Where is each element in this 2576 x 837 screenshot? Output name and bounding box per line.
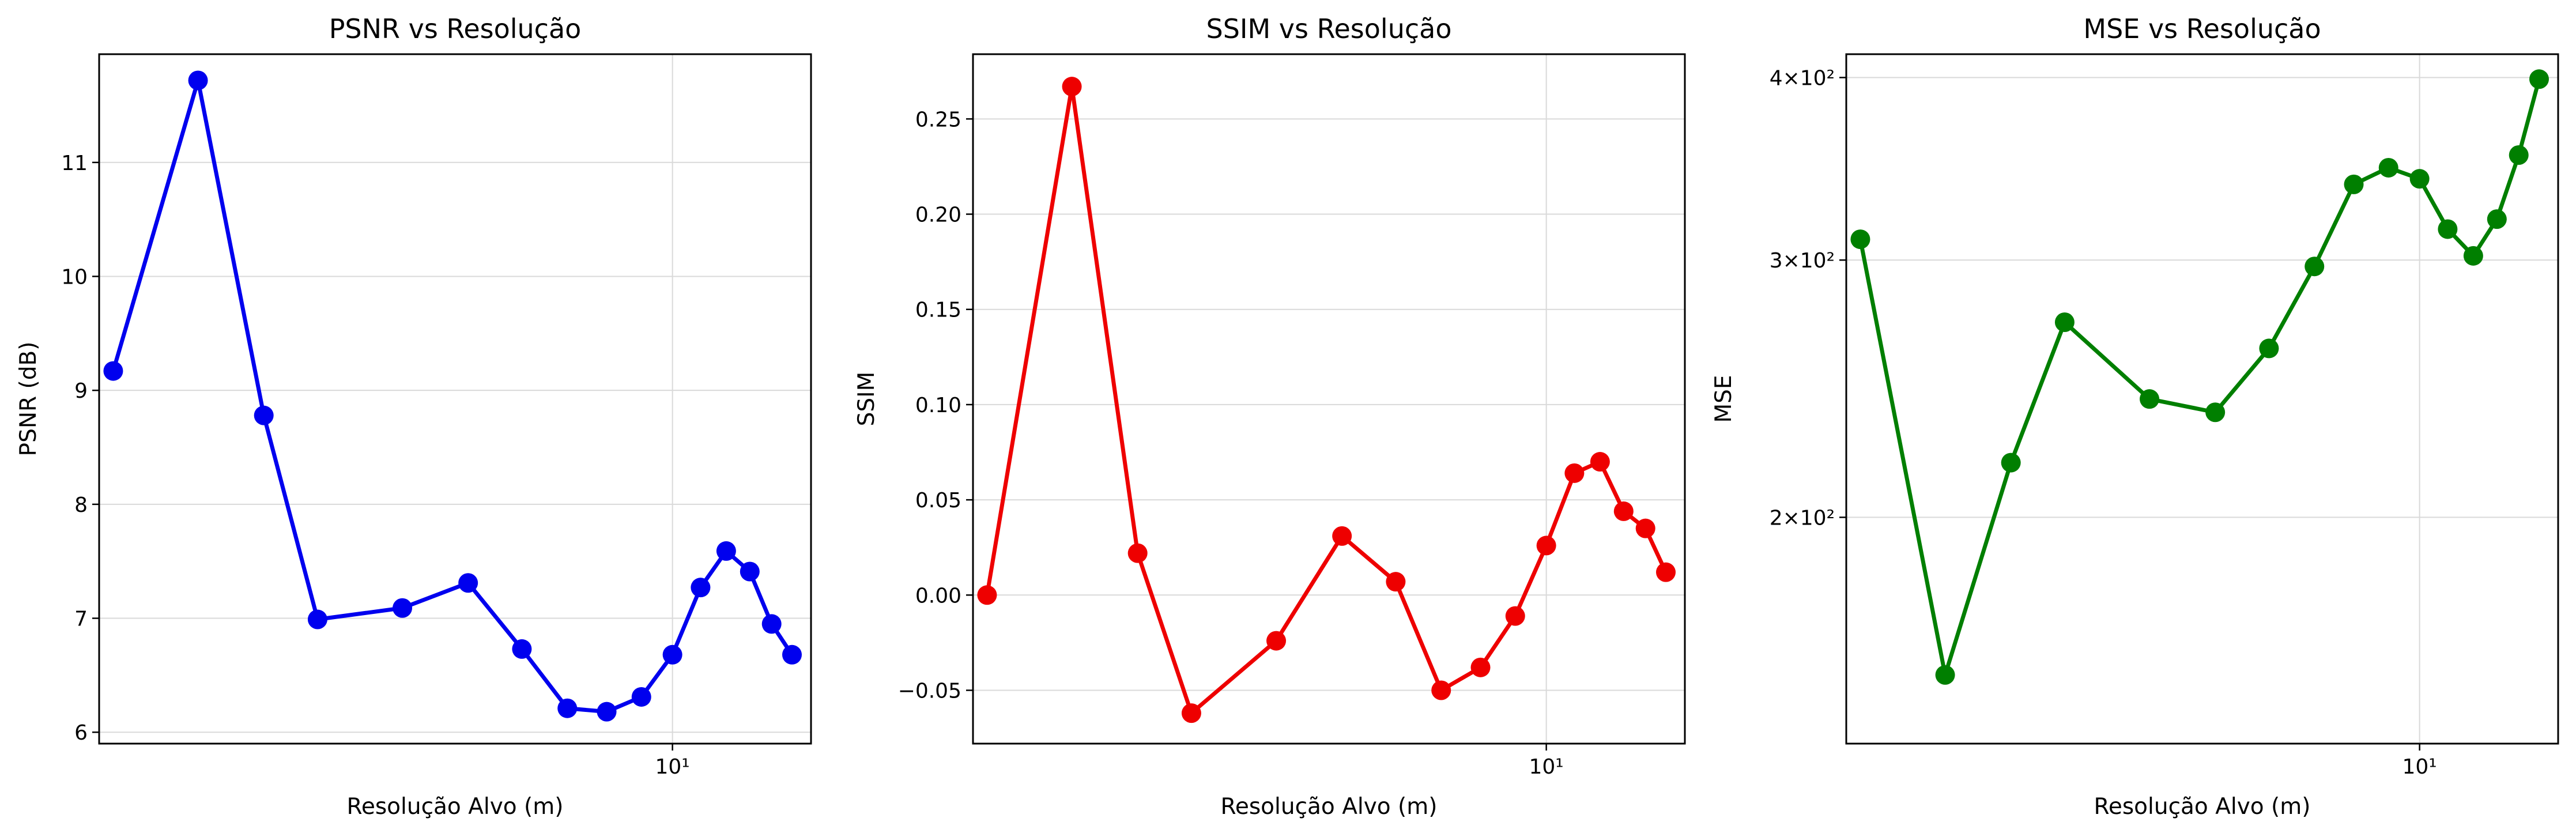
- y-tick-label: 9: [74, 379, 88, 403]
- chart-title: SSIM vs Resolução: [1206, 13, 1452, 44]
- data-point: [2378, 157, 2398, 178]
- y-axis-label: PSNR (dB): [16, 342, 42, 457]
- data-point: [716, 541, 736, 561]
- data-point: [761, 614, 782, 634]
- data-point: [2438, 219, 2458, 239]
- chart-title: MSE vs Resolução: [2083, 13, 2321, 44]
- data-point: [662, 644, 682, 665]
- data-point: [2259, 338, 2279, 359]
- data-point: [1536, 536, 1556, 556]
- x-tick-label: 10¹: [655, 755, 690, 779]
- data-point: [393, 598, 413, 618]
- y-tick-label: 2×10²: [1770, 506, 1835, 530]
- y-tick-label: 8: [74, 493, 88, 517]
- data-point: [977, 585, 997, 605]
- y-tick-label: −0.05: [898, 679, 961, 703]
- data-point: [2305, 257, 2325, 277]
- axes-frame: [972, 53, 1686, 745]
- chart-title: PSNR vs Resolução: [329, 13, 582, 44]
- x-axis-label: Resolução Alvo (m): [2094, 794, 2311, 820]
- data-point: [1470, 657, 1491, 677]
- data-point: [557, 698, 578, 718]
- data-point: [2001, 453, 2021, 473]
- data-point: [103, 361, 123, 381]
- data-point: [512, 639, 532, 659]
- data-point: [2529, 69, 2549, 89]
- series-line: [985, 84, 1668, 715]
- y-tick-label: 4×10²: [1770, 67, 1835, 91]
- data-point: [1564, 463, 1585, 483]
- y-tick-label: 3×10²: [1770, 249, 1835, 273]
- data-point: [458, 573, 478, 593]
- data-point: [1386, 572, 1406, 592]
- data-point: [1332, 526, 1352, 546]
- data-point: [1935, 665, 1955, 685]
- y-tick-label: 7: [74, 608, 88, 631]
- series-line: [111, 78, 794, 714]
- data-point: [1590, 452, 1610, 472]
- data-point: [2205, 402, 2226, 423]
- data-point: [597, 702, 617, 722]
- y-tick-label: 0.20: [915, 203, 961, 227]
- subplot-3: 2×10² 3×10² 4×10² 10¹ MSE vs Resolução Resolu…: [1711, 13, 2559, 820]
- data-point: [1505, 606, 1525, 626]
- x-axis-label: Resolução Alvo (m): [1221, 794, 1438, 820]
- data-point: [2054, 312, 2075, 332]
- x-tick-label: 10¹: [1529, 755, 1564, 779]
- y-axis-label: MSE: [1711, 375, 1737, 423]
- data-point: [254, 405, 274, 425]
- data-point: [1266, 631, 1287, 651]
- data-point: [2344, 174, 2364, 194]
- y-tick-label: 0.10: [915, 394, 961, 417]
- data-point: [188, 70, 208, 91]
- y-tick-label: 0.05: [915, 489, 961, 512]
- y-tick-label: 11: [61, 152, 88, 175]
- data-point: [1127, 543, 1148, 563]
- subplot-1: 6 7 8 9 10 11 10¹ PSNR vs Resolução Resolução Al…: [16, 13, 812, 820]
- data-point: [2509, 145, 2529, 165]
- data-point: [2409, 169, 2430, 189]
- data-point: [691, 578, 711, 598]
- y-tick-label: 0.00: [915, 584, 961, 608]
- x-axis-label: Resolução Alvo (m): [347, 794, 564, 820]
- y-tick-label: 10: [61, 265, 88, 289]
- data-point: [2463, 246, 2483, 266]
- x-tick-label: 10¹: [2402, 755, 2437, 779]
- y-tick-label: 6: [74, 721, 88, 745]
- data-point: [2140, 389, 2160, 409]
- data-point: [782, 644, 802, 665]
- y-axis-label: SSIM: [854, 372, 880, 427]
- data-point: [1181, 703, 1201, 723]
- y-tick-label: 0.15: [915, 299, 961, 322]
- axes-frame: [1845, 53, 2559, 745]
- subplot-2: −0.05 0.00 0.05 0.10 0.15 0.20 0.25 10¹ SSIM vs …: [854, 13, 1686, 820]
- series-line: [1858, 78, 2541, 677]
- data-point: [2487, 209, 2507, 229]
- data-point: [1431, 680, 1451, 700]
- axes-frame: [98, 53, 812, 745]
- data-point: [307, 609, 327, 629]
- data-point: [1635, 518, 1655, 538]
- data-point: [1655, 562, 1676, 582]
- data-point: [740, 561, 760, 582]
- data-point: [1062, 77, 1082, 97]
- data-point: [1850, 229, 1870, 250]
- data-point: [631, 687, 651, 707]
- data-point: [1613, 501, 1634, 521]
- y-tick-label: 0.25: [915, 108, 961, 131]
